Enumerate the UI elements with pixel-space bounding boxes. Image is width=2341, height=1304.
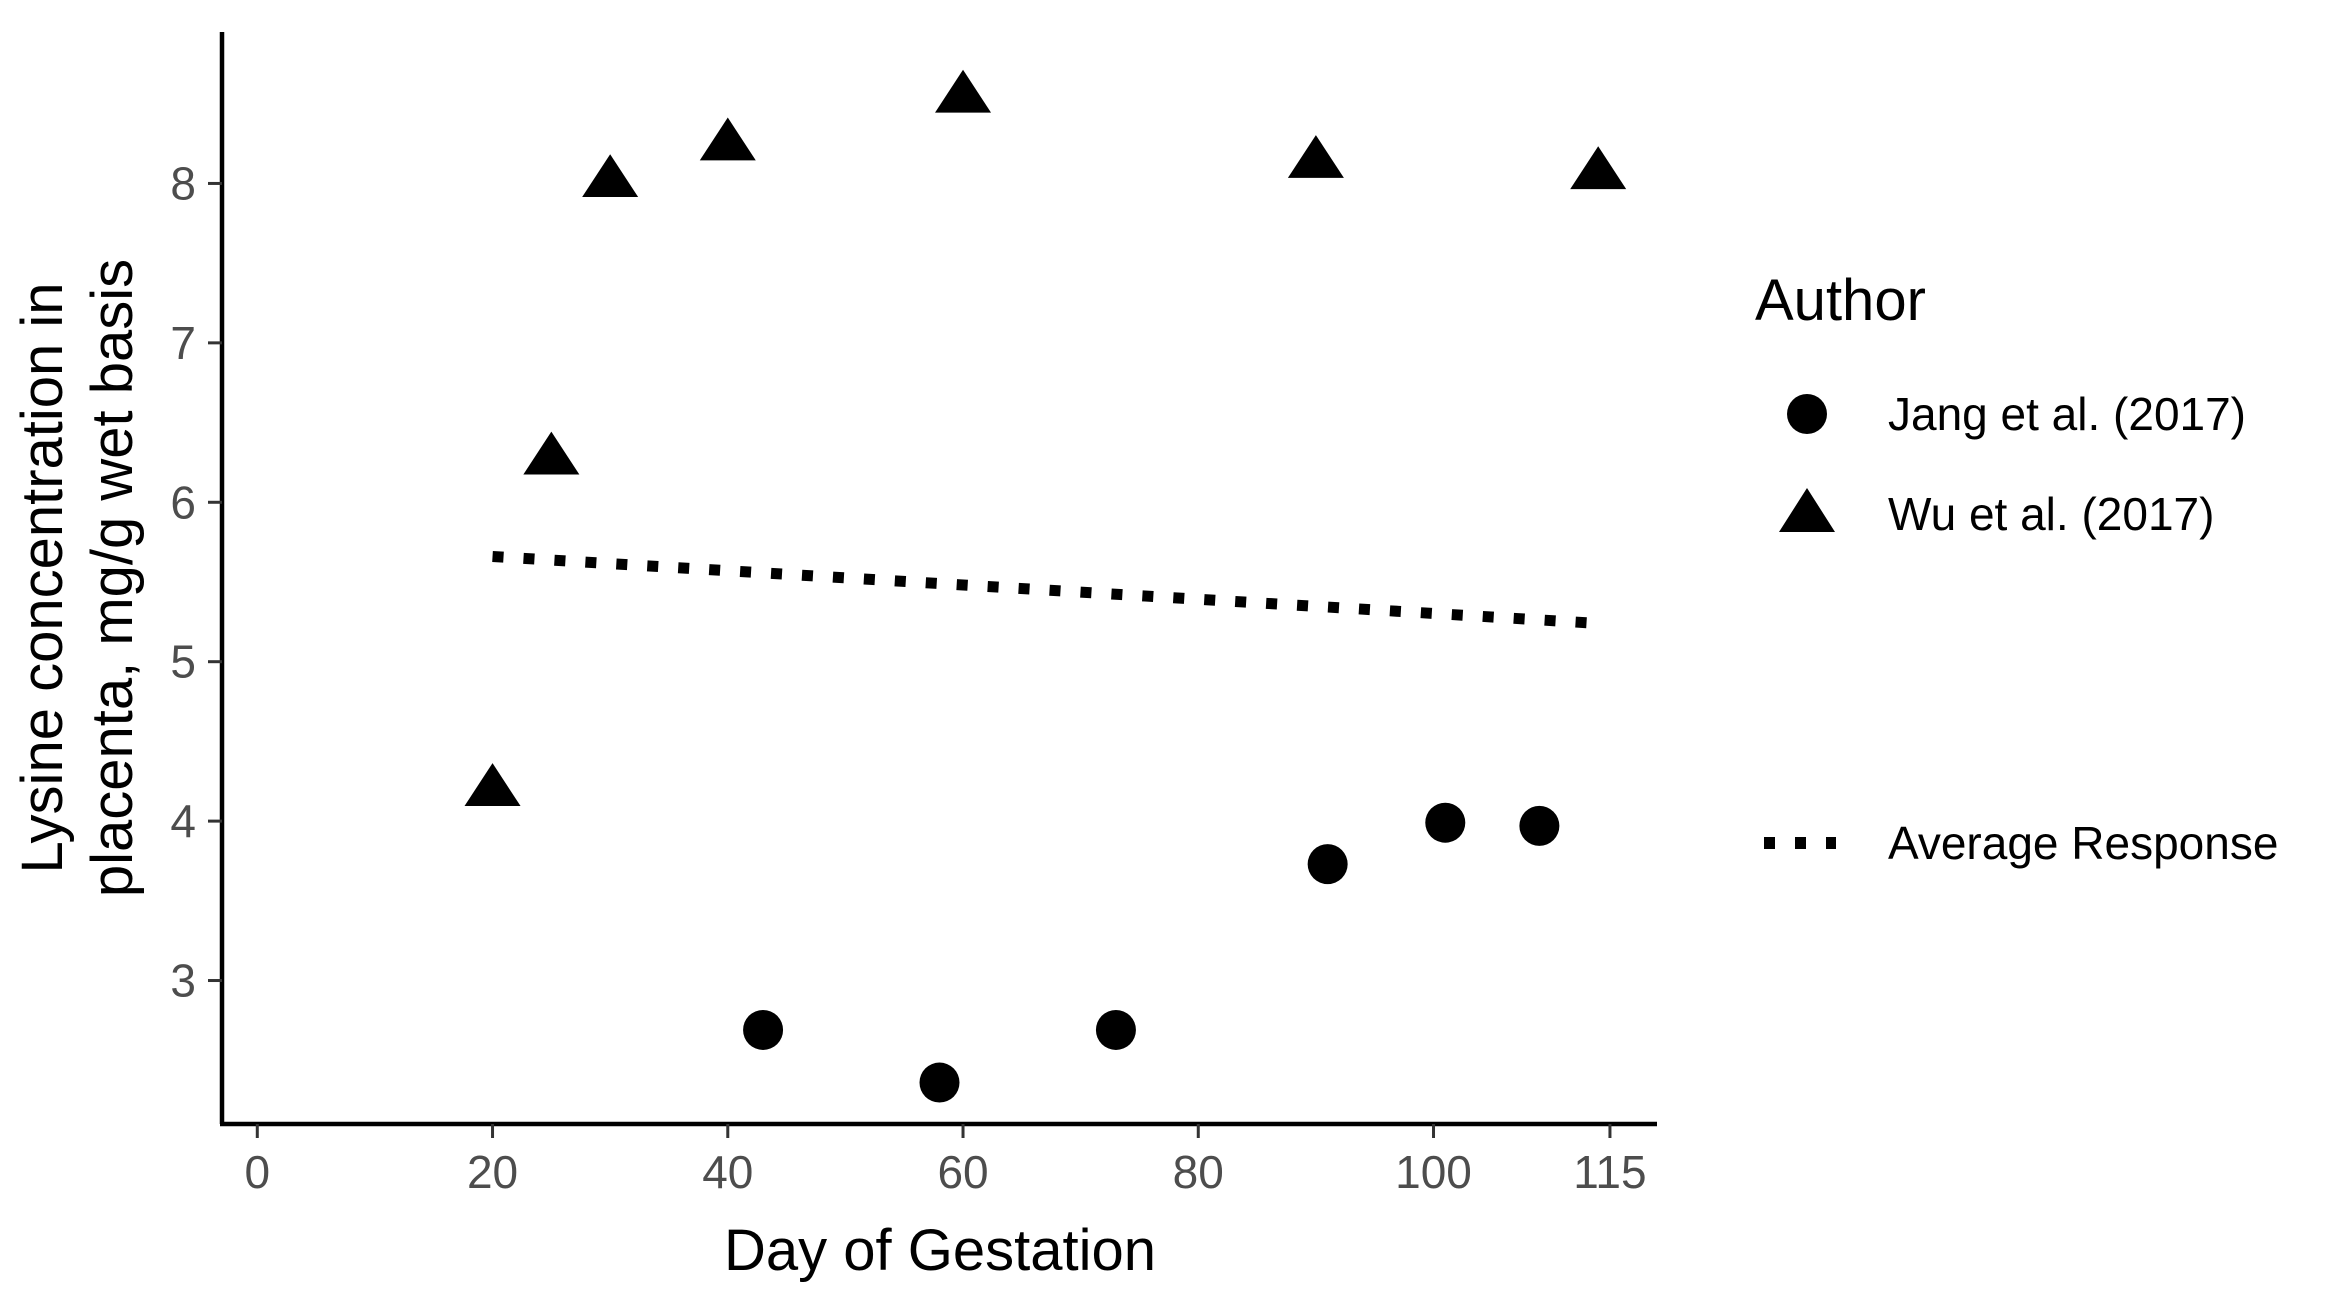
legend: Author Jang et al. (2017) Wu et al. (201… bbox=[1755, 268, 2278, 869]
wu-data-point bbox=[464, 763, 521, 807]
jang-data-point bbox=[1519, 805, 1560, 846]
y-tick-label: 7 bbox=[170, 317, 196, 369]
trend-line-group bbox=[492, 550, 1599, 629]
x-tick-label: 40 bbox=[702, 1146, 753, 1198]
wu-data-point bbox=[523, 431, 580, 475]
jang-data-point bbox=[1307, 844, 1348, 885]
y-tick-label: 4 bbox=[170, 795, 196, 847]
y-tick-label: 3 bbox=[170, 955, 196, 1007]
average-response-line bbox=[492, 550, 1599, 629]
data-points bbox=[464, 69, 1627, 1103]
jang-data-point bbox=[743, 1009, 784, 1050]
x-tick-label: 80 bbox=[1173, 1146, 1224, 1198]
x-tick-label: 100 bbox=[1395, 1146, 1472, 1198]
legend-label-wu: Wu et al. (2017) bbox=[1888, 488, 2214, 540]
legend-title: Author bbox=[1755, 268, 1926, 333]
x-ticks: 0 20 40 60 80 100 115 bbox=[244, 1124, 1647, 1198]
legend-label-average-response: Average Response bbox=[1888, 817, 2278, 869]
wu-data-point bbox=[1287, 135, 1344, 178]
jang-data-point bbox=[1095, 1009, 1136, 1050]
jang-data-point bbox=[919, 1062, 960, 1103]
y-tick-label: 6 bbox=[170, 476, 196, 528]
legend-label-jang: Jang et al. (2017) bbox=[1888, 388, 2246, 440]
wu-data-point bbox=[582, 154, 639, 198]
y-axis-title: Lysine concentration in placenta, mg/g w… bbox=[10, 259, 145, 897]
x-tick-label: 20 bbox=[467, 1146, 518, 1198]
x-tick-label: 0 bbox=[244, 1146, 270, 1198]
legend-circle-marker-icon bbox=[1787, 394, 1827, 434]
x-tick-label: 60 bbox=[937, 1146, 988, 1198]
jang-data-point bbox=[1425, 802, 1466, 843]
wu-data-point bbox=[1570, 146, 1627, 190]
legend-triangle-marker-icon bbox=[1779, 488, 1835, 532]
y-ticks: 3 4 5 6 7 8 bbox=[170, 157, 222, 1007]
y-tick-label: 8 bbox=[170, 157, 196, 209]
wu-data-point bbox=[935, 69, 992, 113]
y-tick-label: 5 bbox=[170, 636, 196, 688]
y-axis-title-line-1: Lysine concentration in bbox=[10, 282, 75, 873]
axes bbox=[219, 32, 1657, 1127]
x-axis-title: Day of Gestation bbox=[724, 1218, 1156, 1283]
y-axis-title-line-2: placenta, mg/g wet basis bbox=[80, 259, 145, 897]
wu-data-point bbox=[699, 117, 756, 161]
x-tick-label: 115 bbox=[1573, 1146, 1646, 1198]
